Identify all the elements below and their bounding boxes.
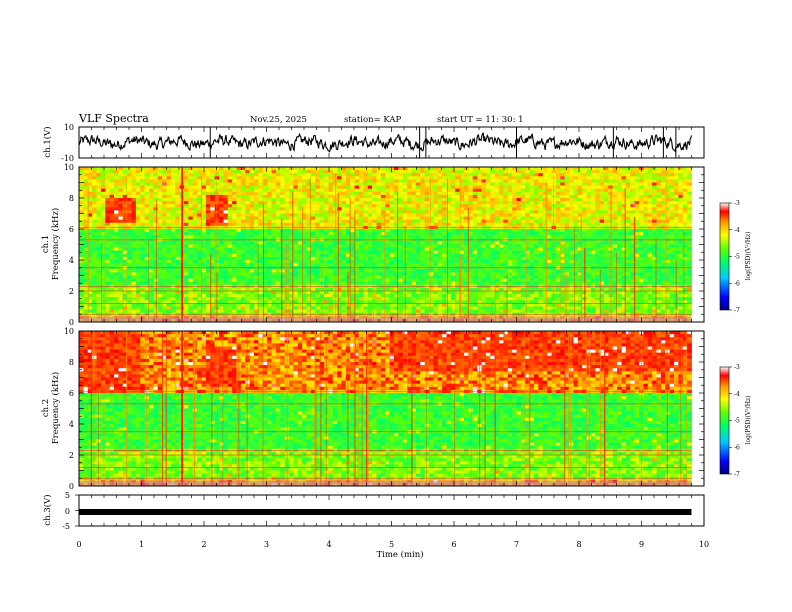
ch2-colorbar-tick: -5 — [734, 418, 740, 425]
ch1-colorbar-tick: -4 — [734, 227, 740, 234]
ch1-colorbar-tick: -5 — [734, 254, 740, 261]
ch2-freq-tick-label: 0 — [69, 482, 74, 491]
ch1-spectrogram-panel: 0 2 4 6 8 10 ch.1 Frequency (kHz) -3 -4 -5 -6 -7 … — [41, 163, 752, 327]
time-tick-label: 6 — [451, 540, 456, 549]
ch2-channel-label: ch.2 — [41, 399, 51, 417]
ch1-freq-tick-label: 8 — [69, 194, 74, 203]
ch2-colorbar: -3 -4 -5 -6 -7 log(PSD)(V²/Hz) — [719, 364, 752, 478]
time-tick-label: 2 — [201, 540, 206, 549]
ch1-ytick-bottom: -10 — [61, 154, 74, 163]
ch2-freq-tick-label: 4 — [69, 420, 74, 429]
ch2-frequency-label: Frequency (kHz) — [50, 372, 61, 444]
ch1-freq-tick-label: 0 — [69, 318, 74, 327]
ch1-freq-tick-label: 4 — [69, 256, 74, 265]
ch2-freq-tick-label: 10 — [64, 327, 74, 336]
low-frequency-band — [79, 316, 692, 322]
ch3-signal-line — [79, 509, 692, 515]
ch1-colorbar: -3 -4 -5 -6 -7 log(PSD)(V²/Hz) — [719, 200, 752, 314]
time-axis: 0 1 2 3 4 5 6 7 8 9 10 — [76, 540, 709, 549]
ch2-freq-tick-label: 6 — [69, 389, 74, 398]
ch2-colorbar-tick: -3 — [734, 364, 740, 371]
ch1-volt-ylabel: ch.1(V) — [42, 126, 53, 157]
time-axis-label: Time (min) — [376, 549, 423, 560]
ch1-colorbar-tick: -7 — [734, 307, 740, 314]
ch1-freq-tick-label: 6 — [69, 225, 74, 234]
ch1-freq-tick-label: 10 — [64, 163, 74, 172]
time-tick-label: 0 — [76, 540, 81, 549]
ch2-colorbar-label: log(PSD)(V²/Hz) — [745, 396, 752, 445]
ch1-ytick-top: 10 — [64, 123, 74, 132]
start-time-label: start UT = 11: 30: 1 — [437, 115, 524, 125]
ch2-freq-tick-label: 2 — [69, 451, 74, 460]
ch1-frequency-label: Frequency (kHz) — [50, 208, 61, 280]
time-tick-label: 4 — [326, 540, 331, 549]
ch3-volt-ylabel: ch.3(V) — [42, 494, 53, 525]
ch2-colorbar-tick: -6 — [734, 444, 740, 451]
ch1-channel-label: ch.1 — [41, 235, 51, 253]
ch1-waveform-line — [79, 132, 693, 153]
time-tick-label: 5 — [389, 540, 394, 549]
station-label: station= KAP — [344, 115, 402, 125]
time-tick-label: 7 — [514, 540, 519, 549]
ch3-ytick-mid: 0 — [65, 507, 70, 516]
time-tick-label: 1 — [139, 540, 144, 549]
ch1-colorbar-label: log(PSD)(V²/Hz) — [745, 232, 752, 281]
time-tick-label: 9 — [639, 540, 644, 549]
ch3-waveform-panel: 5 0 -5 ch.3(V) — [42, 491, 705, 531]
low-frequency-band — [79, 480, 692, 486]
date-label: Nov.25, 2025 — [250, 115, 307, 125]
ch2-spectrogram-panel: 0 2 4 6 8 10 ch.2 Frequency (kHz) -3 -4 -5 -6 -7 … — [41, 327, 752, 491]
chart-title: VLF Spectra — [78, 112, 149, 125]
ch1-colorbar-tick: -3 — [734, 200, 740, 207]
ch3-ytick-bottom: -5 — [62, 522, 70, 531]
ch2-colorbar-tick: -7 — [734, 471, 740, 478]
ch2-freq-tick-label: 8 — [69, 358, 74, 367]
ch1-freq-tick-label: 2 — [69, 287, 74, 296]
ch1-colorbar-tick: -6 — [734, 280, 740, 287]
time-tick-label: 3 — [264, 540, 269, 549]
ch3-ytick-top: 5 — [65, 491, 70, 500]
ch2-colorbar-tick: -4 — [734, 391, 740, 398]
time-tick-label: 8 — [576, 540, 581, 549]
time-tick-label: 10 — [699, 540, 709, 549]
ch1-waveform-panel: 10 -10 ch.1(V) — [42, 123, 705, 163]
